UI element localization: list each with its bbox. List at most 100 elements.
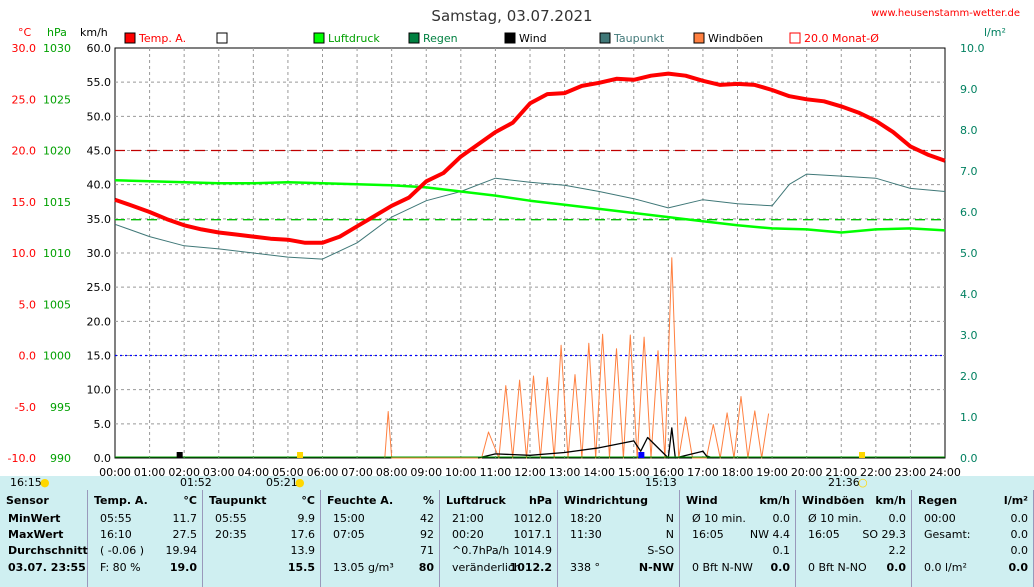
column-header: Regen — [918, 494, 958, 507]
axis-marker — [297, 452, 304, 458]
row-label: 03.07. 23:55 — [8, 561, 86, 574]
temp-tick-label: 0.0 — [19, 350, 37, 363]
table-cell-label: Ø 10 min. — [808, 512, 862, 525]
table-cell-value: 80 — [418, 561, 434, 574]
rain-tick-label: 9.0 — [960, 83, 978, 96]
column-unit: km/h — [875, 494, 906, 507]
rain-tick-label: 7.0 — [960, 165, 978, 178]
rain-tick-label: 1.0 — [960, 411, 978, 424]
legend-label: Taupunkt — [613, 32, 665, 45]
table-cell-value: 0.1 — [772, 544, 791, 557]
axis-marker — [859, 452, 865, 458]
table-cell-value: 13.9 — [290, 544, 316, 557]
wind-tick-label: 30.0 — [87, 247, 112, 260]
rain-tick-label: 5.0 — [960, 247, 978, 260]
table-cell-label: 00:20 — [452, 528, 484, 541]
table-cell-label: 0 Bft N-NO — [808, 561, 867, 574]
column-unit: hPa — [528, 494, 552, 507]
table-cell-value: 15.5 — [287, 561, 315, 574]
temp-tick-label: 10.0 — [12, 247, 37, 260]
rain-unit-label: l/m² — [984, 26, 1006, 39]
table-cell-label: 18:20 — [570, 512, 602, 525]
legend-label: 20.0 Monat-Ø — [804, 32, 879, 45]
marker-label-2: 05:21 — [266, 476, 298, 489]
x-tick-label: 22:00 — [860, 466, 892, 476]
chart-title: Samstag, 03.07.2021 — [431, 7, 592, 25]
table-cell-value: 0.0 — [770, 561, 791, 574]
table-cell-label: 16:05 — [692, 528, 724, 541]
table-cell-label: 11:30 — [570, 528, 602, 541]
table-cell-value: 0.0 — [1010, 544, 1029, 557]
sun-marker-row: 16:15 ● 01:52 05:21 ● 15:13 21:36 ○ — [0, 476, 1034, 490]
table-cell-label: Ø 10 min. — [692, 512, 746, 525]
axis-marker — [638, 452, 645, 458]
axis-marker — [176, 452, 183, 458]
sunrise-icon: ● — [295, 476, 305, 489]
wind-unit-label: km/h — [80, 26, 108, 39]
table-cell-value: SO 29.3 — [862, 528, 906, 541]
legend-label: Wind — [519, 32, 547, 45]
table-cell-value: N — [665, 528, 674, 541]
table-cell-label: 15:00 — [333, 512, 365, 525]
table-cell-label: veränderlich — [452, 561, 521, 574]
table-cell-label: 00:00 — [924, 512, 956, 525]
column-header: Windrichtung — [564, 494, 648, 507]
legend-swatch — [313, 32, 325, 44]
x-tick-label: 08:00 — [376, 466, 408, 476]
x-tick-label: 16:00 — [652, 466, 684, 476]
pressure-tick-label: 995 — [50, 401, 71, 414]
table-cell-value: 1012.2 — [509, 561, 552, 574]
x-tick-label: 19:00 — [756, 466, 788, 476]
table-cell-value: 1012.0 — [513, 512, 553, 525]
x-tick-label: 21:00 — [825, 466, 857, 476]
legend-label: Temp. A. — [138, 32, 186, 45]
table-cell-label: 16:05 — [808, 528, 840, 541]
x-tick-label: 20:00 — [791, 466, 823, 476]
legend-swatch — [599, 32, 611, 44]
table-cell-label: 07:05 — [333, 528, 365, 541]
column-header: Sensor — [6, 494, 49, 507]
pressure-tick-label: 990 — [50, 452, 71, 465]
row-label: Durchschnitt — [8, 544, 88, 557]
x-tick-label: 01:00 — [134, 466, 166, 476]
wind-tick-label: 45.0 — [87, 145, 112, 158]
pressure-tick-label: 1020 — [43, 145, 71, 158]
wind-tick-label: 15.0 — [87, 350, 112, 363]
table-cell-value: 19.0 — [169, 561, 197, 574]
wind-tick-label: 40.0 — [87, 179, 112, 192]
x-tick-label: 09:00 — [410, 466, 442, 476]
temp-tick-label: 20.0 — [12, 145, 37, 158]
marker-label-4: 21:36 — [828, 476, 860, 489]
legend-swatch — [789, 32, 801, 44]
table-cell-value: 9.9 — [297, 512, 316, 525]
table-cell-value: 27.5 — [172, 528, 198, 541]
x-tick-label: 04:00 — [237, 466, 269, 476]
wind-tick-label: 5.0 — [94, 418, 112, 431]
column-unit: °C — [183, 494, 197, 507]
column-unit: km/h — [759, 494, 790, 507]
table-cell-value: N — [665, 512, 674, 525]
x-tick-label: 05:00 — [272, 466, 304, 476]
wind-tick-label: 0.0 — [94, 452, 112, 465]
column-unit: °C — [301, 494, 315, 507]
x-tick-label: 11:00 — [480, 466, 512, 476]
series-line-taupunkt — [114, 173, 946, 260]
rain-tick-label: 4.0 — [960, 288, 978, 301]
table-cell-value: 71 — [420, 544, 434, 557]
table-cell-label: 16:10 — [100, 528, 132, 541]
marker-label-1: 01:52 — [180, 476, 212, 489]
column-unit: l/m² — [1003, 494, 1028, 507]
column-header: Luftdruck — [446, 494, 506, 507]
legend-swatch — [124, 32, 136, 44]
table-cell-value: 0.0 — [772, 512, 791, 525]
temp-tick-label: 25.0 — [12, 93, 37, 106]
row-label: MaxWert — [8, 528, 64, 541]
legend-swatch — [216, 32, 228, 44]
column-header: Windböen — [802, 494, 865, 507]
table-cell-label: 05:55 — [100, 512, 132, 525]
wind-tick-label: 60.0 — [87, 42, 112, 55]
table-cell-value: 0.0 — [1010, 512, 1029, 525]
table-cell-value: 17.6 — [290, 528, 316, 541]
sunset-icon: ○ — [858, 476, 868, 489]
series-line-luftdruck — [114, 178, 946, 234]
